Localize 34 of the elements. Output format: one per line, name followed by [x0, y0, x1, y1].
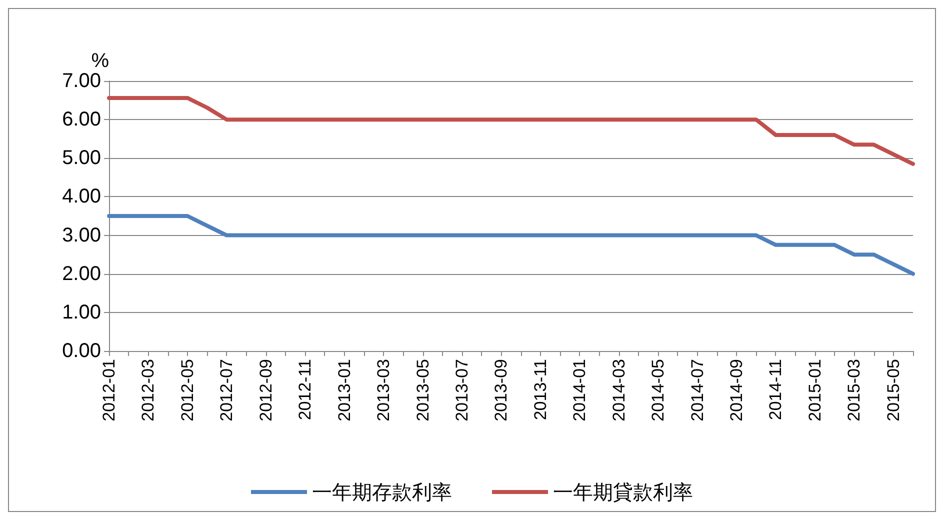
- x-tick-label: 2014-01: [570, 359, 590, 422]
- x-tick-label: 2013-03: [374, 359, 394, 422]
- x-tick-label: 2014-03: [609, 359, 628, 422]
- x-tick-label: 2014-09: [727, 359, 746, 422]
- x-tick-label: 2012-01: [100, 359, 118, 422]
- x-tick-label: 2014-07: [688, 359, 707, 422]
- legend-label: 一年期存款利率: [312, 480, 452, 504]
- y-tick-label: 6.00: [62, 108, 101, 131]
- x-tick-label: 2015-03: [844, 359, 864, 422]
- x-tick-label: 2013-05: [413, 359, 432, 422]
- x-tick-label: 2012-03: [138, 359, 158, 422]
- y-tick-label: 7.00: [62, 70, 101, 92]
- line-series: [107, 214, 915, 276]
- y-tick-label: 3.00: [62, 224, 101, 246]
- x-tick-label: 2012-05: [178, 359, 197, 422]
- x-tick-label: 2012-07: [217, 359, 236, 422]
- y-axis-title: %: [91, 50, 110, 72]
- x-tick-label: 2013-07: [452, 359, 472, 422]
- y-tick-label: 1.00: [62, 301, 101, 324]
- x-tick-label: 2014-05: [648, 359, 668, 422]
- x-tick-label: 2014-11: [766, 359, 786, 420]
- legend-label: 一年期貸款利率: [553, 480, 693, 504]
- x-tick-label: 2015-05: [884, 359, 903, 422]
- x-tick-label: 2013-11: [530, 359, 550, 420]
- y-tick-label: 5.00: [62, 147, 101, 170]
- y-tick-label: 0.00: [62, 340, 101, 362]
- y-tick-label: 4.00: [62, 186, 101, 208]
- line-series: [107, 96, 915, 166]
- x-tick-label: 2013-09: [492, 359, 511, 422]
- x-tick-label: 2012-11: [296, 359, 315, 420]
- x-tick-label: 2013-01: [334, 359, 354, 422]
- x-tick-label: 2012-09: [256, 359, 276, 422]
- x-tick-label: 2015-01: [805, 359, 824, 422]
- y-tick-label: 2.00: [62, 262, 101, 285]
